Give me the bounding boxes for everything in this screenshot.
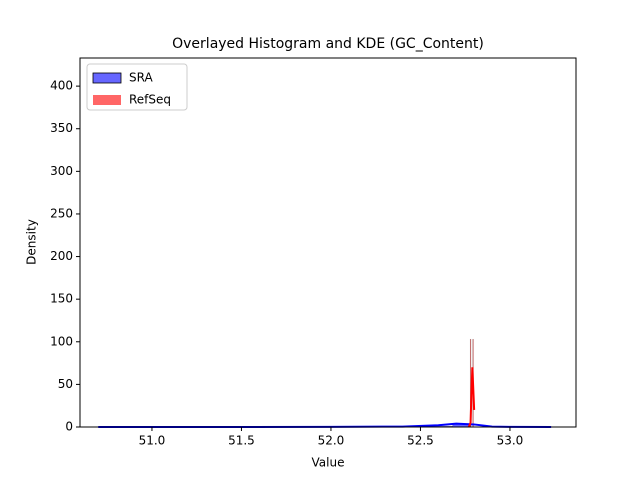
legend-label: RefSeq (129, 93, 171, 107)
y-axis-label: Density (25, 219, 39, 265)
y-tick-label: 100 (50, 334, 73, 348)
chart-title: Overlayed Histogram and KDE (GC_Content) (172, 36, 484, 52)
x-axis-label: Value (312, 456, 345, 470)
x-tick-label: 51.0 (139, 434, 166, 448)
y-tick-label: 250 (50, 206, 73, 220)
y-tick-label: 50 (58, 377, 73, 391)
y-tick-label: 200 (50, 249, 73, 263)
legend-swatch (93, 95, 121, 105)
y-tick-label: 150 (50, 292, 73, 306)
y-tick-label: 350 (50, 121, 73, 135)
y-tick-label: 300 (50, 164, 73, 178)
plot-frame (79, 57, 577, 428)
legend-swatch (92, 72, 122, 84)
x-tick-label: 52.0 (318, 434, 345, 448)
x-tick-label: 53.0 (497, 434, 524, 448)
x-tick-label: 51.5 (228, 434, 255, 448)
x-tick-label: 52.5 (407, 434, 434, 448)
y-tick-label: 400 (50, 79, 73, 93)
kde-line (467, 367, 476, 428)
legend-label: SRA (129, 71, 153, 85)
y-tick-label: 0 (65, 420, 73, 434)
